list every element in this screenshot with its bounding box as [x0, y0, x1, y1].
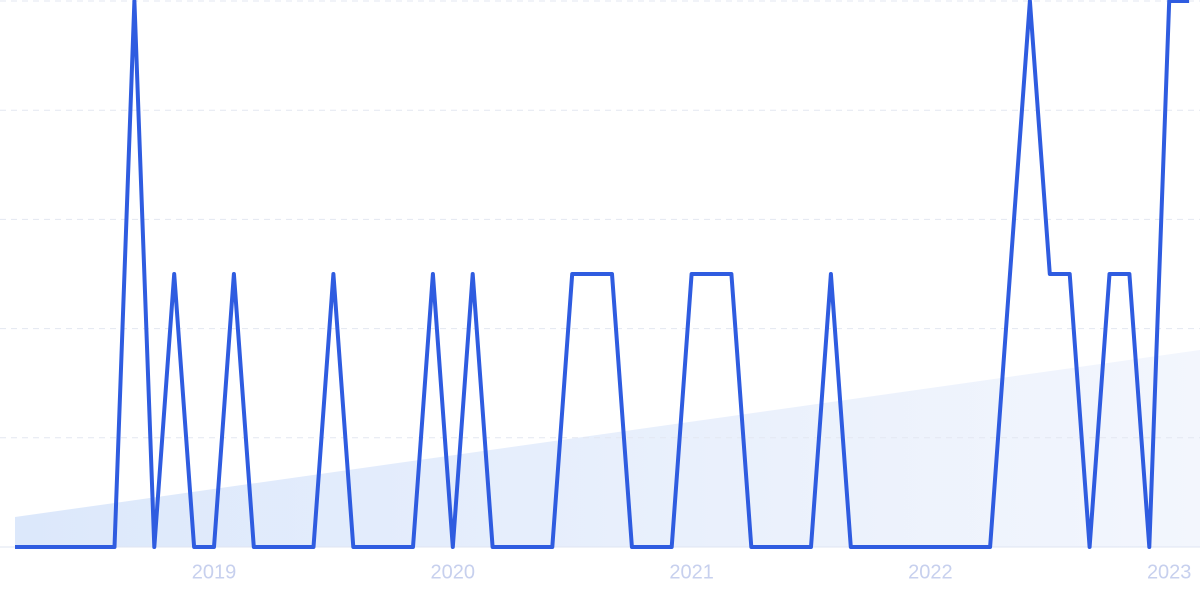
- data-line: [15, 0, 1190, 549]
- x-tick-label: 2019: [192, 561, 237, 583]
- trend-area: [15, 350, 1200, 547]
- x-tick-label: 2021: [669, 561, 714, 583]
- x-tick-label: 2020: [431, 561, 476, 583]
- x-tick-label: 2023: [1147, 561, 1192, 583]
- x-tick-label: 2022: [908, 561, 953, 583]
